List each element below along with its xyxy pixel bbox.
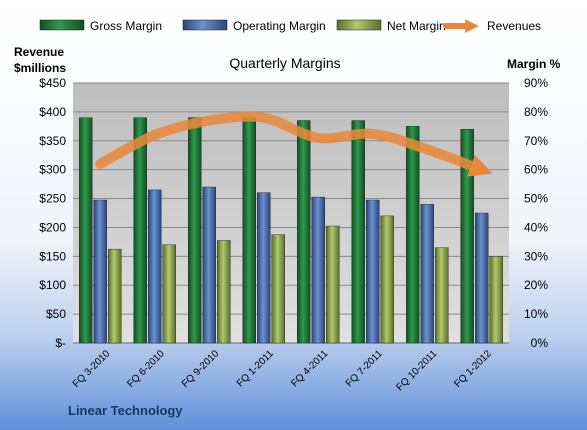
left-tick-label: $300 — [39, 163, 66, 177]
bar-operating-margin — [475, 212, 489, 344]
left-tick-label: $- — [55, 336, 66, 350]
x-tick-label: FQ 3-2010 — [71, 348, 113, 390]
right-axis-label: Margin % — [507, 57, 561, 71]
bar-operating-margin — [202, 186, 216, 344]
x-tick-label: FQ 9-2010 — [180, 348, 222, 390]
left-tick-label: $150 — [39, 249, 66, 263]
bar-net-margin — [271, 234, 285, 344]
x-tick-label: FQ 6-2010 — [125, 348, 167, 390]
legend-label-net-margin: Net Margin — [387, 19, 446, 33]
left-tick-label: $350 — [39, 134, 66, 148]
company-name: Linear Technology — [68, 403, 183, 418]
legend-swatch-net-margin — [336, 19, 382, 31]
right-tick-label: 20% — [524, 278, 548, 292]
legend-label-revenues: Revenues — [487, 19, 541, 33]
legend-label-operating-margin: Operating Margin — [233, 19, 326, 33]
right-tick-label: 0% — [531, 336, 549, 350]
bar-gross-margin — [188, 117, 202, 344]
right-tick-label: 80% — [524, 105, 548, 119]
bar-gross-margin — [351, 120, 365, 344]
legend-label-gross-margin: Gross Margin — [90, 19, 162, 33]
bar-gross-margin — [79, 117, 93, 344]
bar-net-margin — [108, 248, 122, 344]
right-tick-label: 90% — [524, 76, 548, 90]
bar-operating-margin — [93, 199, 107, 344]
bar-gross-margin — [242, 117, 256, 344]
revenues-line — [95, 111, 493, 177]
x-tick-label: FQ 7-2011 — [344, 348, 385, 389]
bar-operating-margin — [311, 196, 325, 344]
legend-swatch-gross-margin — [39, 19, 85, 31]
left-tick-label: $50 — [46, 307, 66, 321]
right-tick-label: 10% — [524, 307, 548, 321]
x-tick-label: FQ 1-2011 — [235, 348, 276, 389]
right-tick-label: 60% — [524, 163, 548, 177]
bar-net-margin — [162, 244, 176, 344]
bar-net-margin — [217, 240, 231, 344]
right-tick-label: 70% — [524, 134, 548, 148]
legend-swatch-operating-margin — [182, 19, 228, 31]
left-tick-label: $250 — [39, 192, 66, 206]
bar-operating-margin — [257, 192, 271, 344]
right-tick-label: 50% — [524, 192, 548, 206]
left-tick-label: $450 — [39, 76, 66, 90]
bar-gross-margin — [297, 120, 311, 344]
bar-net-margin — [435, 247, 449, 344]
left-axis-label-line2: $millions — [14, 61, 66, 75]
right-tick-label: 30% — [524, 249, 548, 263]
bar-gross-margin — [133, 117, 147, 344]
bar-operating-margin — [366, 199, 380, 344]
bar-net-margin — [489, 256, 503, 344]
bar-operating-margin — [148, 189, 162, 344]
chart-title: Quarterly Margins — [229, 55, 340, 71]
left-axis-label-line1: Revenue — [14, 45, 64, 59]
bar-gross-margin — [406, 126, 420, 344]
left-tick-label: $200 — [39, 220, 66, 234]
bar-net-margin — [380, 215, 394, 344]
bar-gross-margin — [460, 129, 474, 344]
left-tick-label: $400 — [39, 105, 66, 119]
bar-net-margin — [326, 225, 340, 344]
left-tick-label: $100 — [39, 278, 66, 292]
bar-operating-margin — [420, 204, 434, 344]
right-tick-label: 40% — [524, 220, 548, 234]
x-tick-label: FQ 4-2011 — [289, 348, 330, 389]
x-tick-label: FQ 1-2012 — [452, 348, 494, 390]
x-tick-label: FQ 10-2011 — [394, 348, 439, 393]
